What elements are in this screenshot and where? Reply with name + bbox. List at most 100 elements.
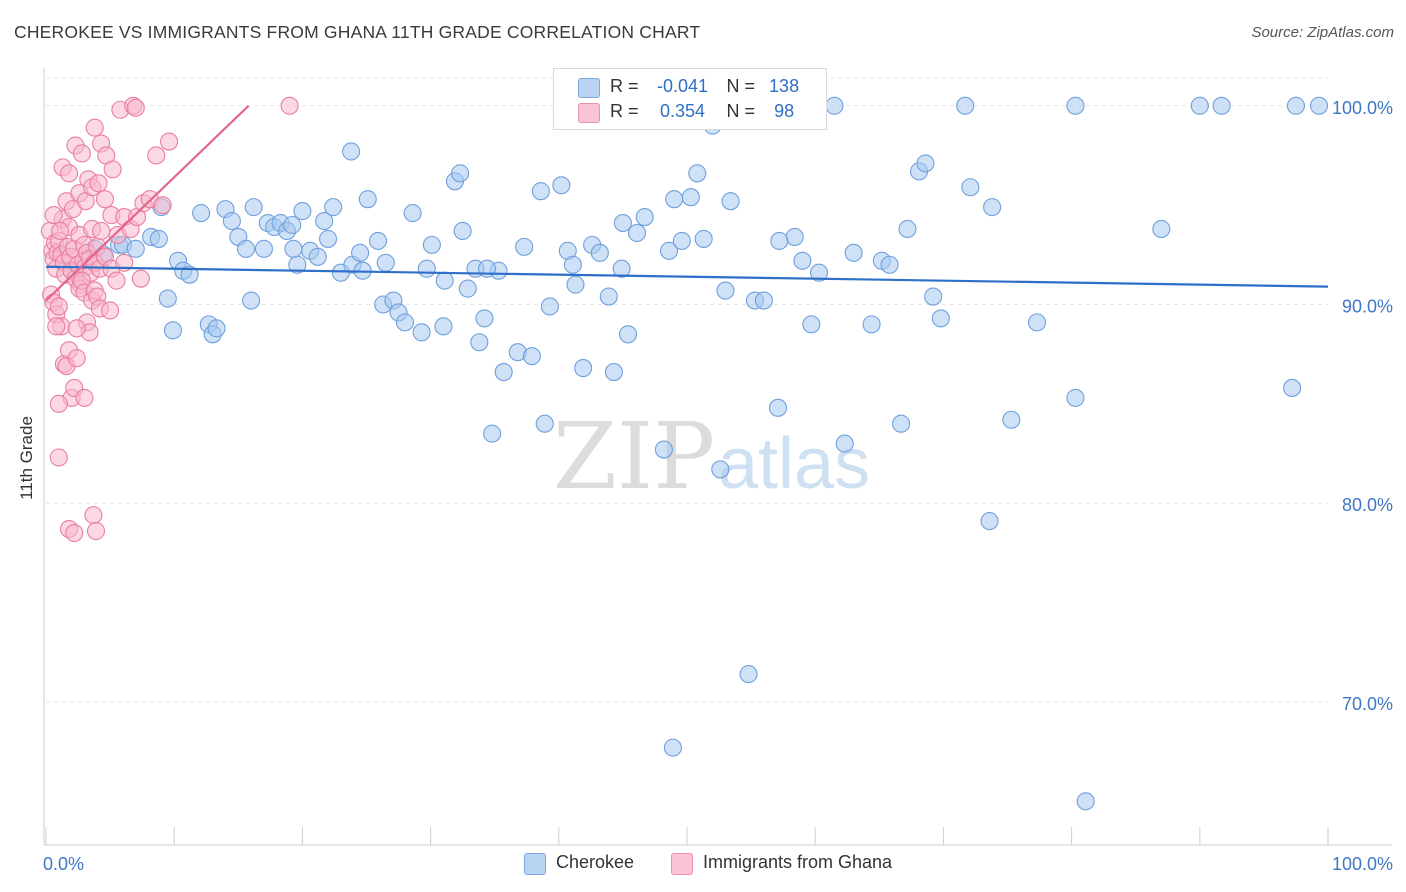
cherokee-point [494,363,513,382]
ghana-point [126,98,145,117]
axes [43,68,1392,846]
cherokee-point [1076,792,1095,811]
cherokee-point [451,164,470,183]
cherokee-point [739,665,758,684]
ghana-point [280,96,299,115]
y-tick-label: 100.0% [1332,98,1393,118]
cherokee-point [566,275,585,294]
ghana-point [49,394,68,413]
ghana-point [44,206,63,225]
series-legend: Cherokee Immigrants from Ghana [0,852,1406,878]
tick-labels: 100.0% 90.0% 80.0% 70.0% 0.0% 100.0% [43,98,1393,874]
cherokee-point [163,321,182,340]
ghana-point [47,317,66,336]
cherokee-point [540,297,559,316]
cherokee-point [308,247,327,266]
cherokee-point [574,359,593,378]
cherokee-point [663,738,682,757]
legend-r-label: R = [610,101,639,121]
legend-n-value: 138 [769,76,800,96]
cherokee-point [475,309,494,328]
cherokee-point [563,255,582,274]
ghana-point [75,388,94,407]
cherokee-point [768,398,788,417]
cherokee-point [672,231,691,250]
correlation-legend: R = -0.041 N = 138 R = 0.354 N = 98 [553,68,827,130]
cherokee-point [192,204,211,223]
cherokee-point [351,243,370,262]
chart-source: Source: ZipAtlas.com [1251,24,1394,41]
legend-label-ghana: Immigrants from Ghana [703,852,893,872]
cherokee-point [244,198,263,217]
ghana-point [101,301,120,320]
cherokee-point [688,164,707,183]
ghana-point [67,319,86,338]
cherokee-point [613,213,632,233]
ghana-point [92,221,111,241]
cherokee-point [324,198,343,217]
legend-r-label: R = [610,76,639,96]
legend-n-value: 98 [774,101,795,121]
cherokee-point [618,325,638,344]
cherokee-point [126,239,145,258]
ghana-point [60,164,79,183]
cherokee-point [470,333,489,352]
trend-lines [45,104,1329,302]
cherokee-point [515,237,534,256]
cherokee-point [1212,96,1231,115]
cherokee-point [403,204,422,223]
ghana-trend-line [45,104,250,302]
cherokee-point [207,319,226,338]
chart-title: CHEROKEE VS IMMIGRANTS FROM GHANA 11TH G… [14,22,701,42]
cherokee-point [635,208,654,227]
cherokee-point [293,202,312,221]
cherokee-point [802,315,821,334]
cherokee-point [412,323,431,342]
cherokee-point [665,190,684,209]
cherokee-point [242,291,261,310]
cherokee-point [1309,96,1329,115]
cherokee-point [368,231,388,250]
cherokee-point [376,253,395,272]
cherokee-point [809,263,829,282]
y-tick-label: 70.0% [1342,694,1393,714]
cherokee-point [1027,313,1047,332]
cherokee-point [531,182,550,201]
ghana-point [89,174,108,193]
legend-n-label: N = [726,76,756,96]
cherokee-point [961,178,980,197]
legend-swatch-blue [578,78,600,98]
cherokee-point [681,188,700,207]
cherokee-point [1190,96,1209,115]
cherokee-point [1286,96,1305,115]
cherokee-point [1002,410,1021,429]
y-tick-label: 90.0% [1342,296,1393,316]
cherokee-point [627,223,647,243]
cherokee-point [318,229,338,248]
cherokee-point [844,243,863,262]
cherokee-point [254,239,273,258]
cherokee-point [458,279,477,298]
cherokee-point [283,215,302,235]
cherokee-point [604,363,623,382]
ghana-point [160,132,179,151]
ghana-point [84,506,103,525]
cherokee-point [983,198,1002,217]
legend-swatch-ghana [671,853,693,875]
ghana-point [67,349,86,368]
cherokee-point [660,241,679,260]
cherokee-point [924,287,943,306]
legend-swatch-cherokee [524,853,546,875]
cherokee-point [721,192,740,211]
cherokee-point [284,239,303,258]
cherokee-point [694,229,713,248]
cherokee-point [862,315,881,334]
cherokee-point [149,229,168,248]
ghana-point [131,269,150,288]
cherokee-point [599,287,618,306]
ghana-point [49,448,68,467]
cherokee-point [590,243,609,262]
cherokee-point [342,142,361,161]
ghana-point [51,221,70,241]
cherokee-point [716,281,735,300]
